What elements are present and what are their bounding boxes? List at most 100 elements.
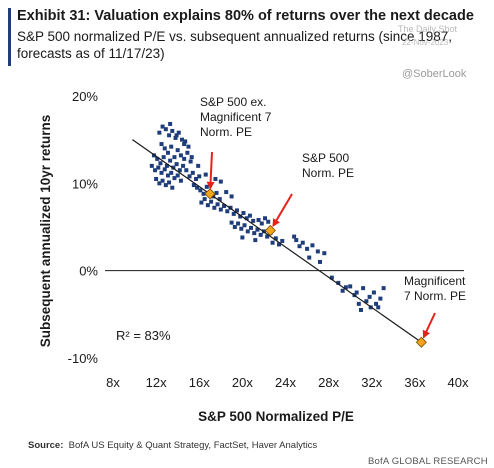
data-point (245, 229, 250, 234)
data-point (307, 255, 312, 260)
data-point (356, 301, 361, 306)
data-point (186, 144, 191, 149)
x-axis-label: S&P 500 Normalized P/E (198, 409, 354, 424)
data-point (163, 127, 168, 132)
data-point (158, 161, 163, 166)
data-point (329, 275, 334, 280)
data-point (371, 290, 376, 295)
data-point (196, 163, 201, 168)
source-text: BofA US Equity & Quant Strategy, FactSet… (68, 440, 318, 451)
data-point (185, 150, 190, 155)
data-point (367, 294, 372, 299)
data-point (354, 290, 359, 295)
accent-bar (8, 8, 11, 66)
annotation-mag7-text: 7 Norm. PE (404, 289, 466, 303)
data-point (374, 301, 379, 306)
data-point (171, 165, 176, 170)
data-point (203, 172, 208, 177)
y-tick-label: 20% (72, 89, 98, 104)
data-point (381, 286, 386, 291)
data-point (265, 234, 270, 239)
data-point (251, 218, 256, 223)
x-tick-label: 36x (404, 375, 425, 390)
data-point (256, 218, 261, 223)
data-point (273, 236, 278, 241)
data-point (213, 176, 218, 181)
data-point (259, 221, 264, 226)
data-point (297, 244, 302, 249)
data-point (178, 178, 183, 183)
data-point (176, 130, 181, 135)
data-point (300, 240, 305, 245)
data-point (263, 216, 268, 221)
annotation-sp500-ex-mag7-text: Norm. PE (200, 125, 252, 139)
data-point (156, 165, 161, 170)
data-point (149, 163, 154, 168)
data-point (167, 180, 172, 185)
data-point (188, 159, 193, 164)
watermark: The Daily Shot (398, 24, 458, 34)
data-point (157, 181, 162, 186)
data-point (232, 225, 237, 229)
data-point (358, 307, 363, 312)
data-point (322, 251, 327, 256)
data-point (162, 146, 167, 151)
x-tick-label: 24x (275, 375, 296, 390)
x-tick-label: 20x (232, 375, 253, 390)
data-point (170, 185, 175, 190)
data-point (222, 204, 227, 209)
data-point (183, 139, 188, 144)
data-point (174, 162, 179, 167)
data-point (157, 130, 162, 135)
data-point (175, 173, 180, 178)
data-point (241, 211, 246, 216)
data-point (182, 142, 187, 147)
data-point (215, 202, 220, 207)
diamond-mag7 (415, 336, 427, 348)
twitter-handle: @SoberLook (402, 68, 467, 80)
data-point (249, 225, 253, 230)
y-tick-label: -10% (68, 351, 99, 366)
data-point (182, 156, 187, 161)
data-point (266, 219, 271, 224)
data-point (162, 167, 167, 172)
data-point (153, 168, 158, 173)
data-point (239, 226, 244, 231)
watermark-date: 22-Nov-2023 (402, 38, 449, 47)
annotation-sp500-ex-mag7-text: S&P 500 ex. (200, 95, 267, 109)
data-point (253, 238, 258, 243)
data-point (238, 214, 243, 219)
data-point (336, 280, 341, 285)
data-point (218, 207, 223, 212)
diamond-sp500 (264, 224, 276, 237)
data-point (364, 299, 369, 304)
data-point (376, 305, 381, 310)
data-point (252, 231, 257, 236)
annotation-sp500-arrow (272, 193, 293, 228)
data-point (199, 200, 204, 205)
data-point (292, 234, 297, 239)
data-point (187, 174, 192, 179)
data-point (214, 190, 219, 195)
regression-line (132, 139, 422, 343)
data-point (318, 259, 322, 264)
data-point (234, 208, 239, 213)
source-note: Source: BofA US Equity & Quant Strategy,… (28, 440, 317, 451)
annotation-sp500-ex-mag7-text: Magnificent 7 (200, 110, 272, 124)
data-point (189, 155, 194, 160)
data-point (165, 150, 170, 155)
data-point (205, 203, 210, 208)
data-point (165, 173, 170, 178)
data-point (168, 158, 173, 163)
data-point (378, 296, 383, 301)
data-point (173, 135, 178, 140)
data-point (170, 128, 175, 133)
data-point (247, 213, 252, 218)
data-point (217, 197, 222, 202)
data-point (255, 227, 260, 232)
data-point (181, 163, 186, 168)
chart-subtitle: S&P 500 normalized P/E vs. subsequent an… (17, 29, 453, 61)
data-point (315, 249, 320, 254)
data-point (340, 288, 345, 293)
